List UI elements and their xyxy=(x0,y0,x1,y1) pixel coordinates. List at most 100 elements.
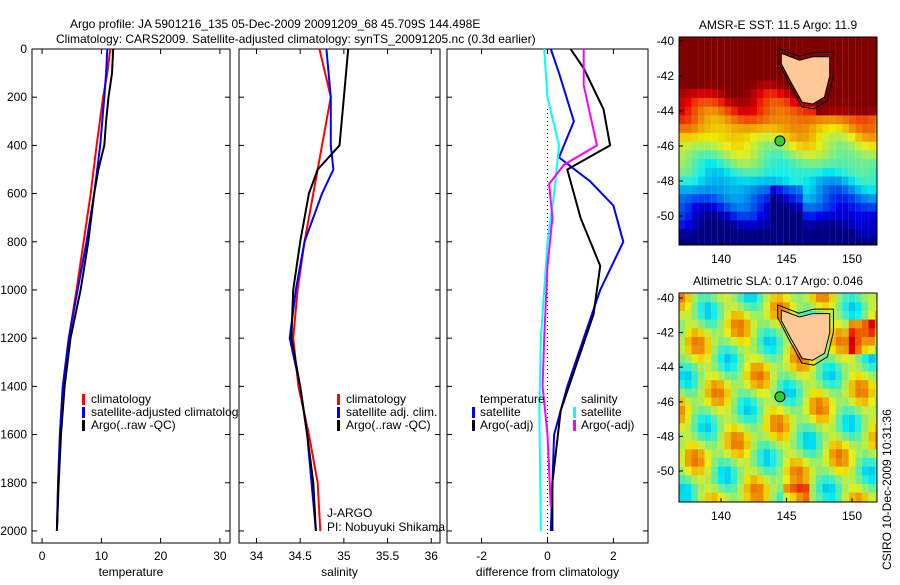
map-cell xyxy=(842,185,849,195)
map-cell xyxy=(848,492,856,502)
map-cell xyxy=(750,345,758,355)
map-cell xyxy=(829,202,836,213)
map-cell xyxy=(711,185,718,195)
map-cell xyxy=(743,406,751,416)
map-cell xyxy=(855,423,862,433)
map-cell xyxy=(842,71,849,81)
map-cell xyxy=(822,89,830,99)
map-cell xyxy=(861,354,869,364)
map-cell xyxy=(776,423,784,433)
map-title: Altimetric SLA: 0.17 Argo: 0.046 xyxy=(693,274,863,288)
map-cell xyxy=(757,220,764,230)
map-cell xyxy=(737,211,744,221)
map-cell xyxy=(743,328,751,338)
map-cell xyxy=(757,466,764,476)
map-cell xyxy=(717,124,725,134)
map-cell xyxy=(835,106,843,116)
map-cell xyxy=(704,432,712,442)
map-cell xyxy=(822,354,830,364)
map-cell xyxy=(789,194,797,204)
map-cell xyxy=(848,440,856,450)
map-cell xyxy=(684,432,692,442)
map-cell xyxy=(730,328,738,338)
map-cell xyxy=(829,45,836,55)
map-cell xyxy=(855,302,862,312)
map-cell xyxy=(835,293,843,303)
map-cell xyxy=(835,202,843,213)
map-cell xyxy=(796,483,803,494)
map-cell xyxy=(711,449,718,459)
series-line-salinity-argo-adj- xyxy=(541,49,599,507)
map-cell xyxy=(842,176,849,186)
bathymetry-contour xyxy=(777,47,834,110)
map-cell xyxy=(835,345,843,355)
map-cell xyxy=(789,406,797,416)
map-cell xyxy=(874,229,877,239)
map-cell xyxy=(704,237,712,245)
map-cell xyxy=(789,293,797,303)
map-cell xyxy=(835,406,843,416)
map-cell xyxy=(776,89,784,99)
map-cell xyxy=(730,345,738,355)
map-cell xyxy=(717,423,725,433)
map-cell xyxy=(750,406,758,416)
map-cell xyxy=(861,80,869,90)
map-cell xyxy=(861,475,869,485)
map-cell xyxy=(789,397,797,407)
map-cell xyxy=(717,362,725,373)
map-cell xyxy=(743,483,751,494)
map-cell xyxy=(770,194,777,204)
legend-label: satellite adj. clim. xyxy=(346,405,437,419)
map-cell xyxy=(711,211,718,221)
map-cell xyxy=(829,319,836,329)
map-cell xyxy=(730,449,738,459)
map-cell xyxy=(711,141,718,151)
map-cell xyxy=(868,89,875,99)
map-cell xyxy=(750,62,758,73)
map-cell xyxy=(848,141,856,151)
map-cell xyxy=(796,220,803,230)
map-cell xyxy=(842,440,849,450)
map-cell xyxy=(711,310,718,321)
map-cell xyxy=(868,37,875,46)
legend-swatch xyxy=(82,407,85,418)
map-cell xyxy=(789,132,797,143)
map-cell xyxy=(691,141,699,151)
map-cell xyxy=(855,492,862,502)
map-cell xyxy=(737,80,744,90)
map-cell xyxy=(770,458,777,468)
map-cell xyxy=(861,159,869,169)
legend-label: satellite-adjusted climatology xyxy=(91,405,244,419)
legend-swatch xyxy=(472,407,475,418)
map-cell xyxy=(684,319,692,329)
map-cell xyxy=(802,211,810,221)
map-cell xyxy=(842,229,849,239)
map-cell xyxy=(815,354,823,364)
map-cell xyxy=(757,185,764,195)
map-cell xyxy=(750,483,758,494)
map-cell xyxy=(730,45,738,55)
map-cell xyxy=(829,362,836,373)
map-cell xyxy=(842,89,849,99)
map-cell xyxy=(737,37,744,46)
map-cell xyxy=(848,62,856,73)
map-cell xyxy=(724,220,731,230)
map-cell xyxy=(724,371,731,381)
map-cell xyxy=(776,406,784,416)
map-cell xyxy=(822,492,830,502)
map-cell xyxy=(776,319,784,329)
map-cell xyxy=(855,475,862,485)
map-cell xyxy=(763,132,771,143)
map-cell xyxy=(770,54,777,64)
map-cell xyxy=(802,458,810,468)
map-cell xyxy=(855,380,862,390)
map-cell xyxy=(770,115,777,125)
map-cell xyxy=(717,106,725,116)
map-cell xyxy=(743,167,751,178)
map-cell xyxy=(776,449,784,459)
map-cell xyxy=(763,124,771,134)
map-cell xyxy=(743,319,751,329)
map-cell xyxy=(842,492,849,502)
map-cell xyxy=(684,406,692,416)
